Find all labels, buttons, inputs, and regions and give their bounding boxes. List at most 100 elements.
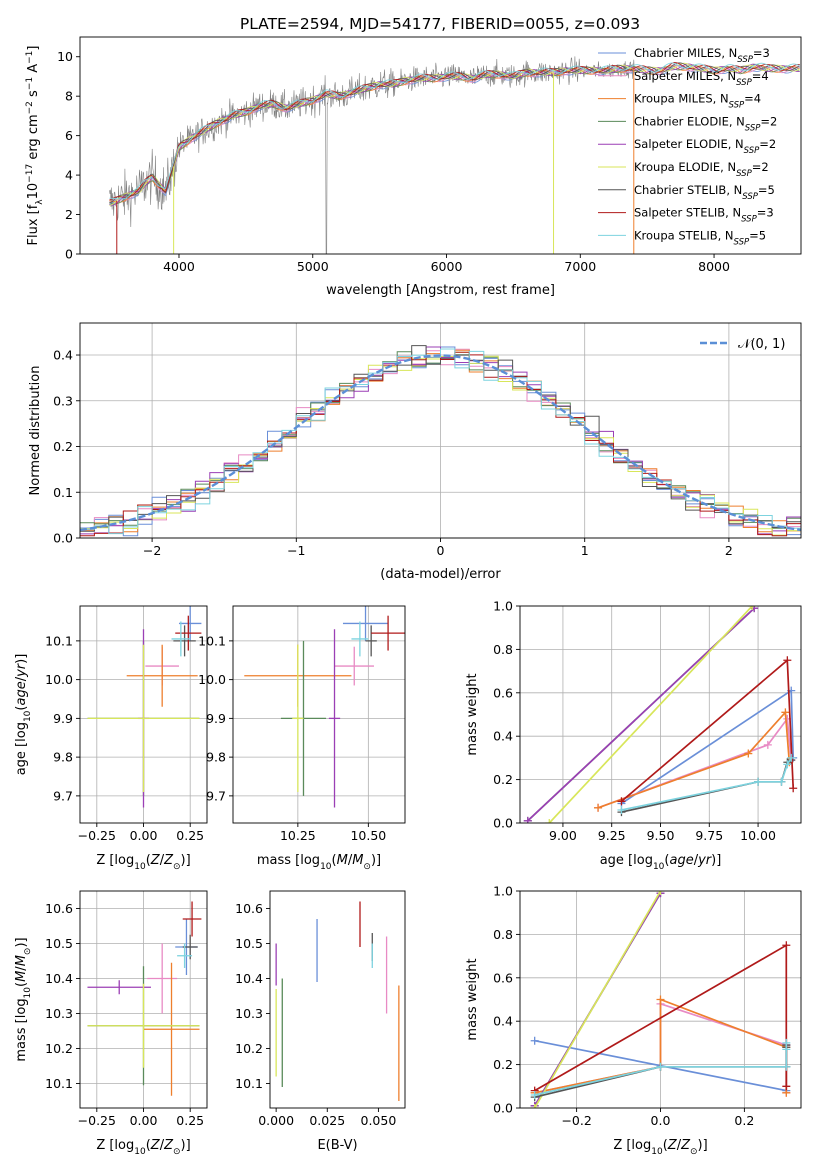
y-tick-label: 10.1 (235, 1076, 263, 1091)
y-tick-label: 9.8 (53, 750, 73, 765)
legend-label: Kroupa MILES, NSSP=4 (634, 92, 761, 111)
y-tick-label: 0.2 (493, 772, 513, 787)
age-vs-Z-x-label: Z [log10(Z/Z⊙)] (96, 853, 190, 872)
x-tick-label: 0.25 (176, 828, 204, 843)
weight-marker-kroupa-stelib (754, 777, 763, 786)
spectrum-panel: 4000 5000 6000 7000 8000 0 2 4 6 8 10 wavelength [A… (25, 36, 802, 298)
y-tick-label: 0.1 (53, 485, 73, 500)
x-tick-label: 0.00 (130, 828, 158, 843)
weight-marker-kroupa-stelib (617, 805, 626, 814)
y-tick-label: 10.5 (45, 936, 73, 951)
age-vs-mass-x-label: mass [log10(M/M⊙)] (257, 853, 381, 872)
y-tick-label: 0.3 (53, 393, 73, 408)
x-tick-label: 0.0 (651, 1113, 671, 1128)
mass-vs-extinction-panel: 0.000 0.025 0.050 10.1 10.2 10.3 10.4 10.5 10.6 E… (235, 890, 406, 1153)
weight-line-kroupa-stelib (621, 757, 792, 811)
histogram-chabrier-stelib (80, 345, 801, 532)
x-tick-label: 9.75 (695, 828, 723, 843)
mass-vs-Z-y-label: mass [log10(M/M⊙)] (14, 937, 33, 1061)
x-tick-label: 5000 (297, 259, 329, 274)
plot-area (244, 606, 405, 808)
weight-marker-kroupa-stelib (782, 1038, 791, 1047)
spectrum-legend: Chabrier MILES, NSSP=3 Salpeter MILES, NS… (598, 46, 777, 247)
x-tick-label: 8000 (698, 259, 730, 274)
axes-frame (269, 890, 406, 1109)
legend-label: Chabrier MILES, NSSP=3 (634, 46, 770, 65)
x-tick-label: 10.00 (740, 828, 776, 843)
histogram-kroupa-stelib (80, 348, 801, 535)
weight-marker-kroupa-elodie (530, 1104, 539, 1108)
x-tick-label: 2 (725, 543, 733, 558)
weight-marker-salpeter-stelib (782, 1082, 791, 1091)
y-tick-label: 0.4 (493, 1014, 513, 1029)
plot-area (87, 901, 202, 1096)
y-tick-label: 10.6 (235, 901, 263, 916)
weight-vs-age-x-label: age [log10(age/yr)] (600, 853, 722, 872)
weight-marker-kroupa-miles (744, 749, 753, 758)
weight-vs-metallicity-panel: −0.2 0.0 0.2 0.0 0.2 0.4 0.6 0.8 1.0 Z [log10(Z/Z… (465, 884, 802, 1157)
y-tick-label: 10 (57, 49, 73, 64)
weight-marker-kroupa-elodie (748, 606, 757, 610)
x-tick-label: 7000 (564, 259, 596, 274)
figure-title: PLATE=2594, MJD=54177, FIBERID=0055, z=0… (240, 15, 640, 33)
x-tick-label: 0.050 (361, 1113, 397, 1128)
weight-marker-salpeter-stelib (617, 797, 626, 806)
axes-frame (232, 605, 406, 824)
mass-vs-Z-x-label: Z [log10(Z/Z⊙)] (96, 1138, 190, 1157)
weight-line-salpeter-stelib (620, 658, 795, 802)
y-tick-label: 9.8 (206, 750, 226, 765)
x-tick-label: 0.2 (734, 1113, 754, 1128)
x-tick-label: 0 (437, 543, 445, 558)
age-vs-mass-panel: 10.25 10.50 9.7 9.8 9.9 10.0 10.1 mass [log10(M… (198, 605, 406, 872)
plot-area (275, 901, 400, 1101)
y-tick-label: 2 (65, 207, 73, 222)
legend-label: Salpeter STELIB, NSSP=3 (634, 206, 774, 225)
legend-label: Chabrier STELIB, NSSP=5 (634, 183, 775, 202)
plot-area (523, 606, 798, 823)
y-tick-label: 0.8 (493, 642, 513, 657)
residuals-y-label: Normed distribution (28, 366, 43, 496)
x-tick-label: −0.2 (561, 1113, 591, 1128)
weight-marker-kroupa-miles (594, 803, 603, 812)
y-tick-label: 10.5 (235, 936, 263, 951)
age-vs-metallicity-panel: −0.25 0.00 0.25 9.7 9.8 9.9 10.0 10.1 Z [log10(Z… (14, 605, 208, 872)
legend-label: Salpeter MILES, NSSP=4 (634, 69, 769, 88)
axes-frame (79, 36, 802, 255)
weight-marker-salpeter-stelib (782, 941, 791, 950)
weight-line-kroupa-miles (597, 710, 791, 809)
legend-label: Kroupa STELIB, NSSP=5 (634, 228, 766, 247)
y-tick-label: 10.2 (235, 1041, 263, 1056)
x-tick-label: 4000 (163, 259, 195, 274)
x-tick-label: 10.50 (350, 828, 386, 843)
weight-marker-kroupa-stelib (783, 760, 792, 769)
spectrum-y-label: Flux [fλ10−17 erg cm−2 s−1 A−1] (25, 46, 45, 246)
weight-marker-kroupa-elodie (656, 891, 665, 895)
y-tick-label: 1.0 (493, 884, 513, 899)
y-tick-label: 0.2 (53, 439, 73, 454)
residuals-panel: −2 −1 0 1 2 0.0 0.1 0.2 0.3 0.4 (data-model)/error… (28, 322, 802, 582)
legend-label: Salpeter ELODIE, NSSP=2 (634, 137, 776, 156)
mass-vs-metallicity-panel: −0.25 0.00 0.25 10.1 10.2 10.3 10.4 10.5 10.6 Z [… (14, 890, 208, 1157)
y-tick-label: 9.9 (53, 711, 73, 726)
x-tick-label: 0.025 (309, 1113, 345, 1128)
weight-marker-kroupa-stelib (656, 1062, 665, 1071)
weight-vs-age-panel: 9.00 9.25 9.50 9.75 10.00 0.0 0.2 0.4 0.6 0.8 1.0 a… (465, 599, 802, 872)
weight-vs-age-y-label: mass weight (465, 673, 480, 755)
plot-area (80, 345, 801, 537)
y-tick-label: 0 (65, 247, 73, 262)
residuals-x-label: (data-model)/error (380, 567, 501, 582)
y-tick-label: 0.2 (493, 1057, 513, 1072)
x-tick-label: −0.25 (78, 1113, 116, 1128)
x-tick-label: 1 (581, 543, 589, 558)
y-tick-label: 6 (65, 128, 73, 143)
model-spectrum-kroupa-stelib (109, 62, 800, 200)
weight-marker-salpeter-stelib (789, 784, 798, 793)
x-tick-label: 9.00 (549, 828, 577, 843)
weight-marker-kroupa-stelib (787, 753, 796, 762)
x-tick-label: 9.25 (598, 828, 626, 843)
x-tick-label: −1 (287, 543, 305, 558)
weight-line-kroupa-elodie (533, 891, 662, 1108)
y-tick-label: 0.6 (493, 685, 513, 700)
y-tick-label: 9.9 (206, 711, 226, 726)
mass-vs-EBV-x-label: E(B-V) (317, 1138, 357, 1153)
